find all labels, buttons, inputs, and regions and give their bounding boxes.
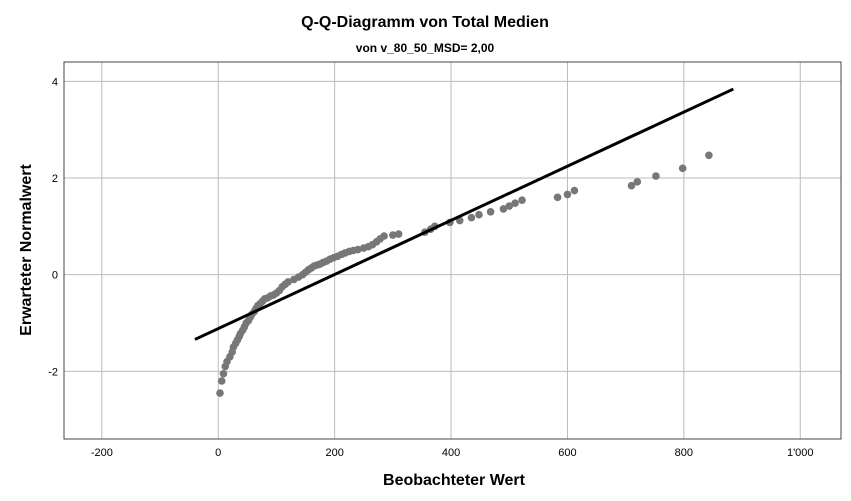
- data-point: [627, 181, 636, 190]
- data-point: [467, 213, 476, 222]
- data-point: [705, 151, 713, 160]
- x-tick-label: 1'000: [787, 447, 814, 459]
- grid-lines: [64, 62, 841, 439]
- y-axis-label: Erwarteter Normalwert: [18, 164, 35, 336]
- y-tick-labels: -2 0 2 4: [48, 76, 58, 378]
- x-tick-label: 200: [325, 447, 343, 459]
- data-point: [354, 245, 362, 254]
- data-point: [518, 196, 526, 205]
- data-point: [678, 164, 687, 173]
- data-points: [216, 151, 713, 397]
- x-axis-label: Beobachteter Wert: [383, 472, 526, 489]
- y-tick-label: 0: [52, 270, 58, 282]
- chart-title: Q-Q-Diagramm von Total Medien: [301, 14, 549, 31]
- y-tick-label: 4: [52, 76, 58, 88]
- plot-frame: [63, 61, 842, 440]
- data-point: [563, 190, 572, 199]
- x-tick-label: 0: [215, 447, 221, 459]
- data-point: [216, 389, 224, 397]
- y-tick-label: 2: [52, 173, 58, 185]
- x-tick-labels: -200 0 200 400 600 800 1'000: [91, 447, 814, 459]
- data-point: [633, 178, 642, 186]
- data-point: [394, 230, 403, 238]
- data-point: [652, 172, 660, 180]
- chart-subtitle: von v_80_50_MSD= 2,00: [356, 41, 495, 55]
- data-point: [499, 205, 508, 213]
- data-point: [505, 202, 514, 210]
- data-point: [570, 186, 579, 195]
- data-point: [284, 278, 292, 286]
- x-tick-label: 600: [558, 447, 576, 459]
- y-tick-label: -2: [48, 366, 58, 378]
- data-point: [389, 231, 397, 239]
- x-tick-label: 400: [442, 447, 460, 459]
- data-point: [486, 208, 495, 216]
- data-point: [380, 232, 388, 240]
- data-point: [219, 369, 228, 378]
- data-point: [511, 199, 519, 207]
- x-tick-label: 800: [675, 447, 693, 459]
- x-tick-label: -200: [91, 447, 113, 459]
- data-point: [475, 210, 483, 219]
- data-point: [217, 377, 226, 385]
- reference-line: [194, 87, 734, 341]
- data-point: [553, 193, 562, 202]
